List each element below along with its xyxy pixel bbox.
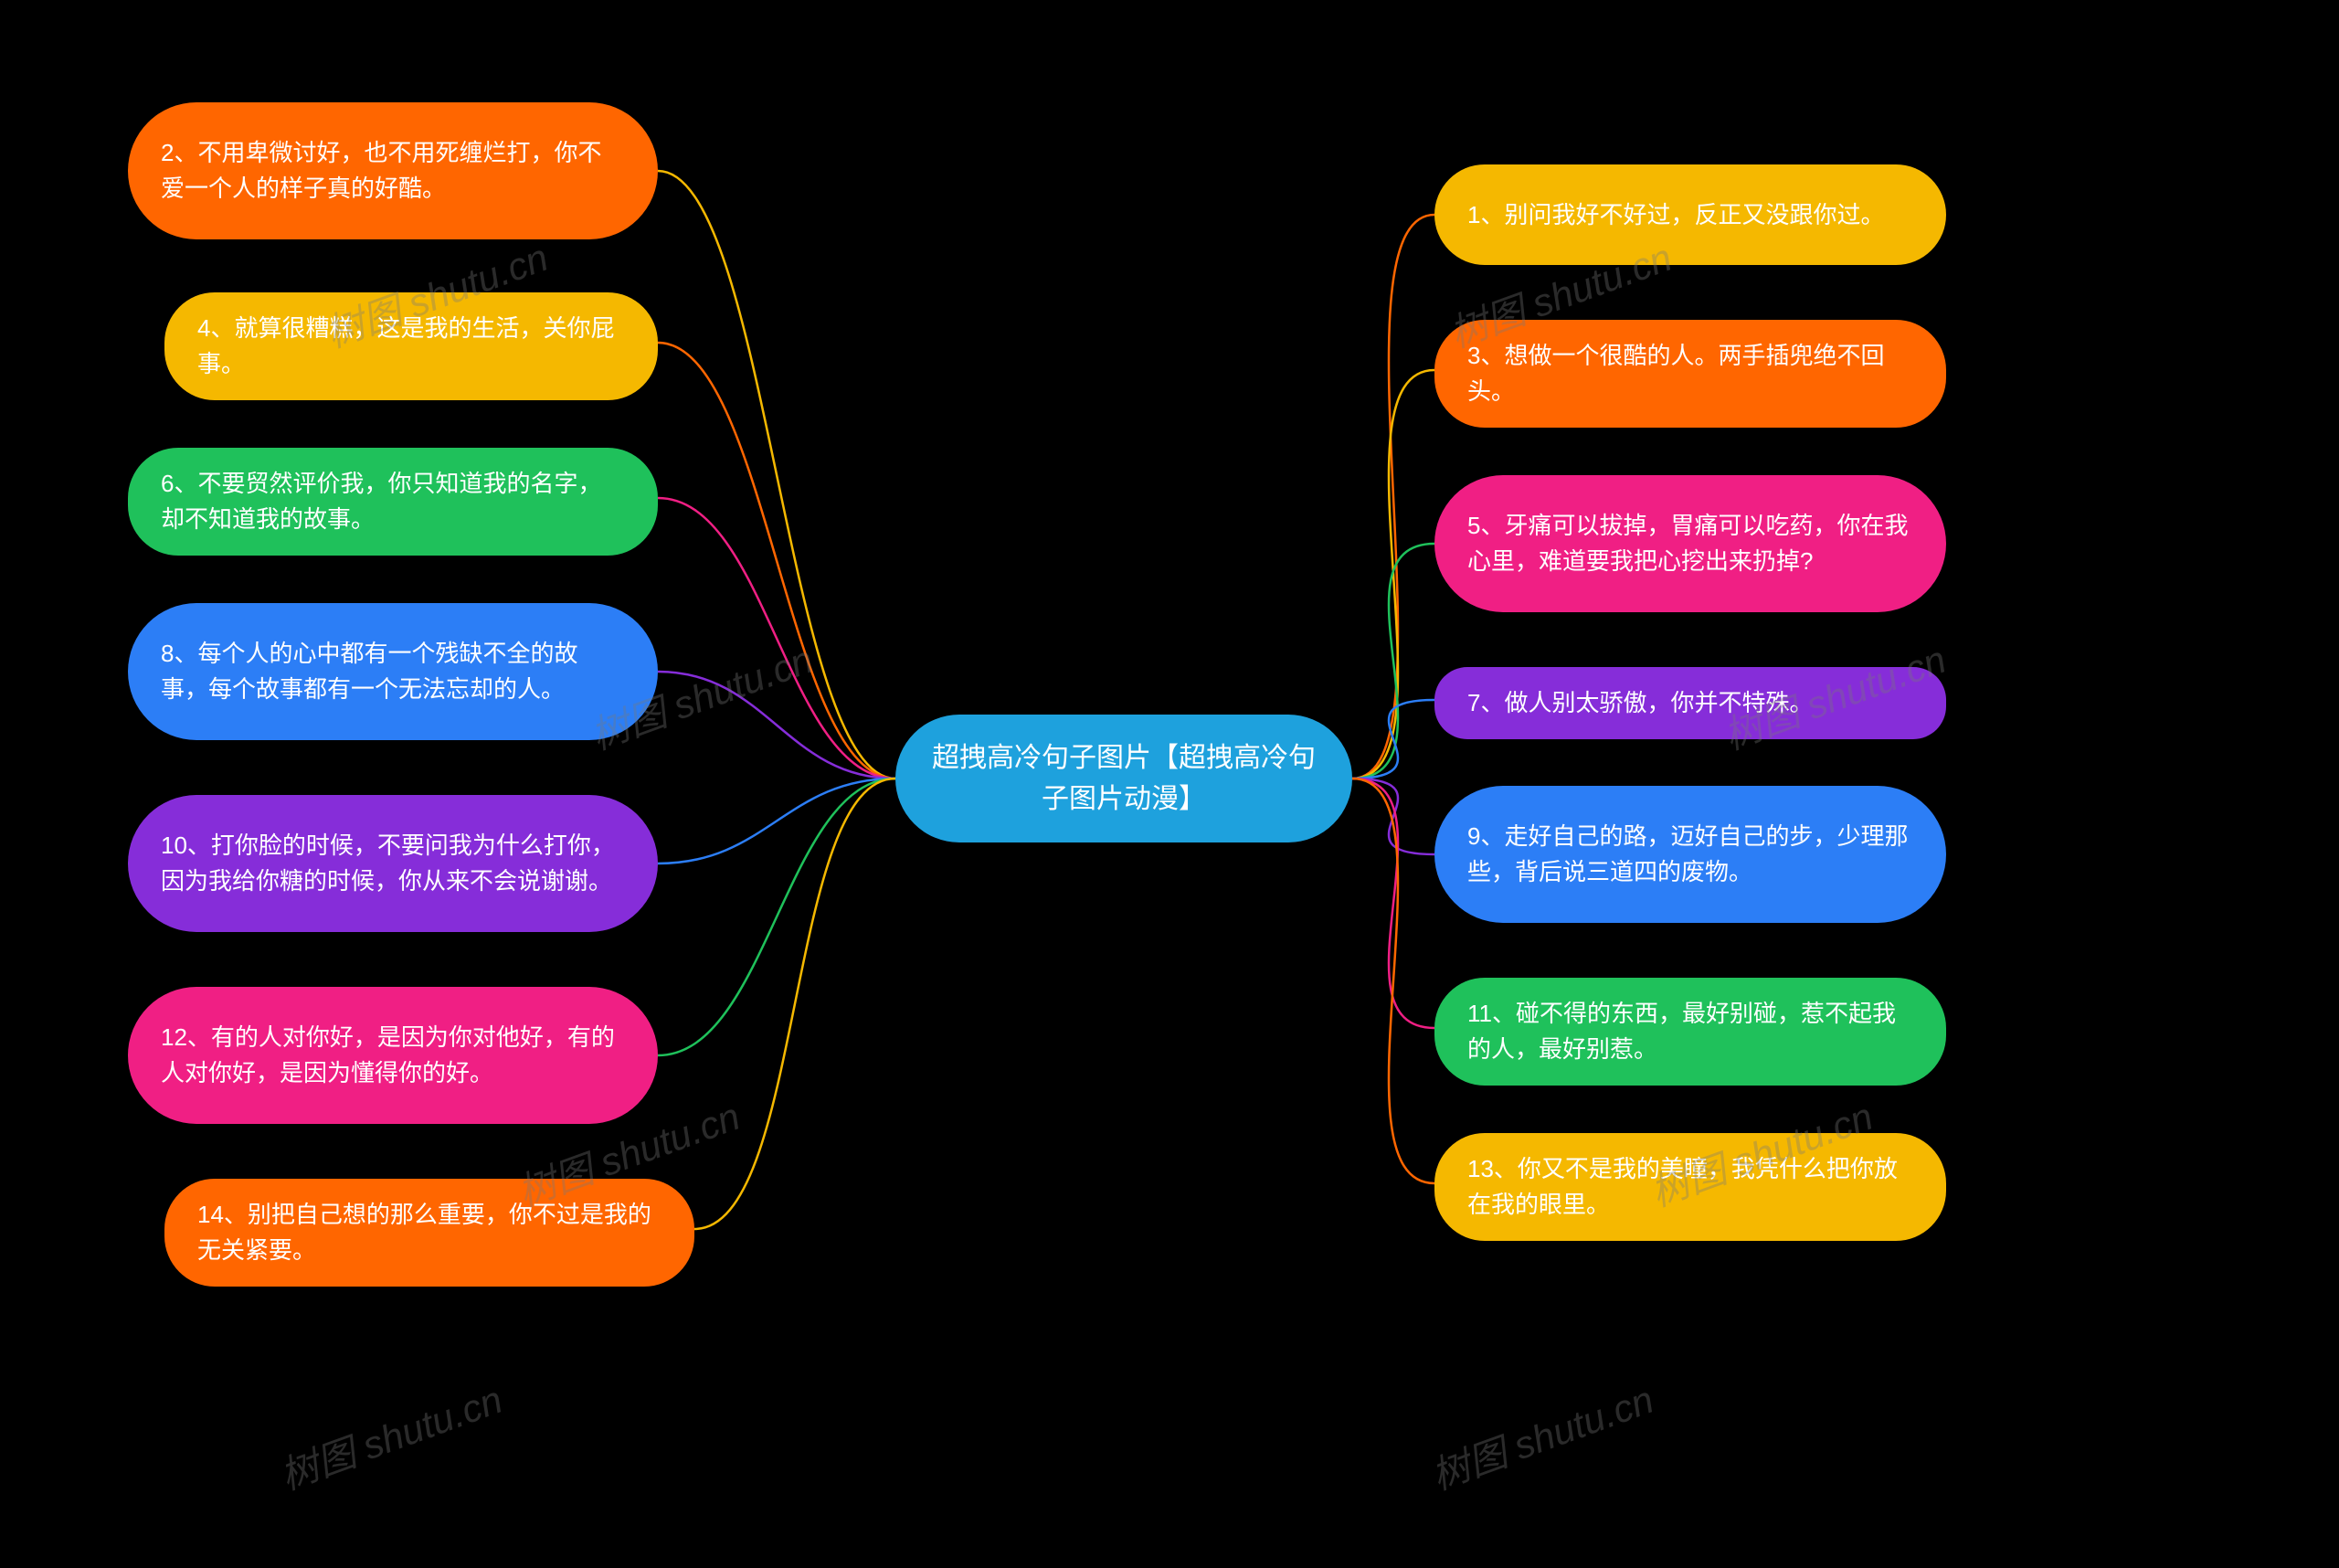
edge-n13 (1352, 779, 1434, 1183)
edge-n10 (658, 779, 895, 863)
leaf-node-n5[interactable]: 5、牙痛可以拔掉，胃痛可以吃药，你在我心里，难道要我把心挖出来扔掉? (1434, 475, 1946, 612)
edge-n3 (1352, 370, 1434, 779)
edge-n9 (1352, 779, 1434, 854)
edge-n11 (1352, 779, 1434, 1028)
center-node[interactable]: 超拽高冷句子图片【超拽高冷句子图片动漫】 (895, 715, 1352, 842)
watermark: 树图 shutu.cn (1423, 1369, 1660, 1500)
edge-n14 (694, 779, 895, 1229)
leaf-node-n10[interactable]: 10、打你脸的时候，不要问我为什么打你，因为我给你糖的时候，你从来不会说谢谢。 (128, 795, 658, 932)
leaf-node-n4[interactable]: 4、就算很糟糕，这是我的生活，关你屁事。 (164, 292, 658, 400)
leaf-node-n12[interactable]: 12、有的人对你好，是因为你对他好，有的人对你好，是因为懂得你的好。 (128, 987, 658, 1124)
leaf-node-n3[interactable]: 3、想做一个很酷的人。两手插兜绝不回头。 (1434, 320, 1946, 428)
leaf-node-n7[interactable]: 7、做人别太骄傲，你并不特殊。 (1434, 667, 1946, 739)
edge-n6 (658, 498, 895, 779)
edge-n4 (658, 343, 895, 779)
leaf-node-n11[interactable]: 11、碰不得的东西，最好别碰，惹不起我的人，最好别惹。 (1434, 978, 1946, 1086)
edge-n7 (1352, 700, 1434, 779)
leaf-node-n2[interactable]: 2、不用卑微讨好，也不用死缠烂打，你不爱一个人的样子真的好酷。 (128, 102, 658, 239)
leaf-node-n13[interactable]: 13、你又不是我的美瞳，我凭什么把你放在我的眼里。 (1434, 1133, 1946, 1241)
leaf-node-n9[interactable]: 9、走好自己的路，迈好自己的步，少理那些，背后说三道四的废物。 (1434, 786, 1946, 923)
mindmap-stage: 超拽高冷句子图片【超拽高冷句子图片动漫】 2、不用卑微讨好，也不用死缠烂打，你不爱… (0, 0, 2339, 1568)
edge-n8 (658, 672, 895, 779)
leaf-node-n6[interactable]: 6、不要贸然评价我，你只知道我的名字，却不知道我的故事。 (128, 448, 658, 556)
edge-n12 (658, 779, 895, 1055)
leaf-node-n1[interactable]: 1、别问我好不好过，反正又没跟你过。 (1434, 164, 1946, 265)
leaf-node-n8[interactable]: 8、每个人的心中都有一个残缺不全的故事，每个故事都有一个无法忘却的人。 (128, 603, 658, 740)
edge-n2 (658, 171, 895, 779)
edge-n5 (1352, 544, 1434, 779)
edge-n1 (1352, 215, 1434, 779)
watermark: 树图 shutu.cn (271, 1369, 509, 1500)
leaf-node-n14[interactable]: 14、别把自己想的那么重要，你不过是我的无关紧要。 (164, 1179, 694, 1287)
